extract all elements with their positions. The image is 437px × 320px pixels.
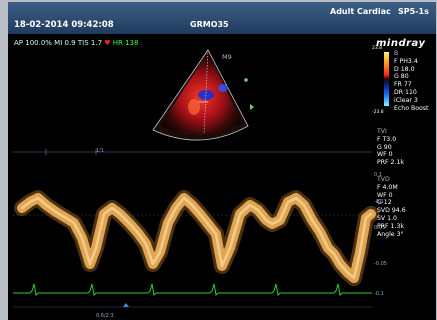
param-line: WF 0 — [377, 191, 393, 199]
param-line: B — [394, 50, 399, 57]
header-bar: 18-02-2014 09:42:08 GRMO35 Adult Cardiac… — [8, 2, 436, 34]
param-line: G 12 — [377, 199, 392, 207]
color-scale-bar — [384, 52, 389, 106]
doppler-scale-3: -0.05 — [374, 261, 387, 267]
tvd-params: TVD F 4.0M WF 0 G 12 SVD 94.6 SV 1.0 PRF… — [377, 176, 406, 238]
param-line: FR 77 — [394, 81, 412, 89]
param-line: Echo Boost — [394, 104, 429, 112]
flow-blue — [218, 84, 228, 92]
param-line: SV 1.0 — [377, 214, 397, 222]
orientation-marker — [244, 78, 248, 82]
mechanical-index: MI 0.9 — [54, 39, 76, 47]
depth-marker-icon — [250, 104, 254, 110]
param-line: F PH3.4 — [394, 57, 418, 65]
acoustic-status: AP 100.0% MI 0.9 TIS 1.7 ♥ HR 138 — [14, 39, 139, 47]
sample-line — [203, 49, 209, 135]
exam-datetime: 18-02-2014 09:42:08 — [14, 20, 114, 30]
zoom-label: 0.6/2.3 — [96, 313, 114, 319]
param-line: F 4.0M — [377, 183, 398, 191]
tvi-params: TVI F T3.0 G 90 WF 0 PRF 2.1k — [377, 128, 404, 167]
exam-mode: Adult Cardiac — [330, 7, 391, 16]
param-line: iClear 3 — [394, 96, 418, 104]
scale-label: 1/1 — [96, 148, 105, 154]
param-line: TVI — [377, 128, 387, 135]
thermal-index: TIS 1.7 — [77, 39, 103, 47]
time-cursor-icon — [123, 303, 129, 307]
heart-rate: HR 138 — [112, 39, 139, 47]
param-line: G 90 — [377, 143, 392, 151]
doppler-scale-4: -0.1 — [374, 291, 384, 297]
patient-id: GRMO35 — [190, 20, 229, 29]
sector-label: M9 — [222, 53, 232, 61]
param-line: DR 110 — [394, 88, 417, 96]
colorbar-min: -23.8 — [372, 110, 384, 115]
doppler-scale-1: -0.1 — [374, 199, 384, 205]
doppler-scale-0: 0.1 — [374, 172, 382, 178]
param-line: Angle 3° — [377, 230, 404, 238]
parameter-panel: mindray 23.8 -23.8 B F PH3.4 D 18.0 G 80… — [372, 36, 436, 320]
acoustic-power: AP 100.0% — [14, 39, 52, 47]
ultrasound-screen: 18-02-2014 09:42:08 GRMO35 Adult Cardiac… — [8, 2, 436, 320]
heart-icon: ♥ — [104, 39, 111, 47]
param-line: WF 0 — [377, 151, 393, 159]
param-line: F T3.0 — [377, 135, 397, 143]
flow-bright — [188, 99, 200, 115]
ecg-trace — [13, 283, 372, 297]
doppler-spectrum — [13, 149, 379, 308]
brand-logo: mindray — [376, 38, 426, 49]
probe-name: SP5-1s — [398, 7, 429, 16]
doppler-waveform-core — [20, 196, 373, 280]
doppler-scale-2: 0.05 — [374, 225, 386, 231]
param-line: PRF 1.3k — [377, 222, 404, 230]
param-line: TVD — [377, 176, 390, 183]
param-line: G 80 — [394, 73, 409, 81]
b-mode-params: B F PH3.4 D 18.0 G 80 FR 77 DR 110 iClea… — [394, 50, 428, 112]
param-line: PRF 2.1k — [377, 159, 404, 167]
colorbar-max: 23.8 — [372, 46, 383, 51]
param-line: SVD 94.6 — [377, 207, 406, 215]
sector-image: M9 — [152, 49, 254, 141]
param-line: D 18.0 — [394, 65, 415, 73]
